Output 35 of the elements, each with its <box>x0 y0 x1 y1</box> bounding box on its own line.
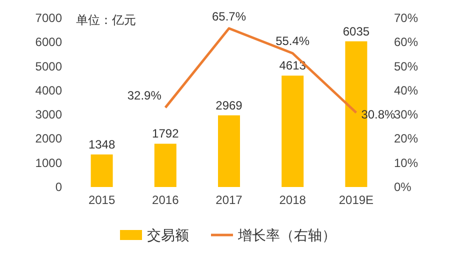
y-tick-label: 0 <box>55 180 62 194</box>
annotation: 单位：亿元 <box>76 13 136 27</box>
data-label: 32.9% <box>127 88 162 103</box>
y2-tick-label: 10% <box>394 156 418 170</box>
y-tick-label: 2000 <box>35 132 62 146</box>
x-tick-label: 2017 <box>216 193 243 207</box>
bar <box>282 76 304 187</box>
y-tick-label: 7000 <box>35 11 62 25</box>
y2-tick-label: 20% <box>394 132 418 146</box>
legend-label: 增长率（右轴） <box>237 227 336 243</box>
y-tick-label: 1000 <box>35 156 62 170</box>
y2-tick-label: 0% <box>394 180 412 194</box>
bar <box>90 154 113 187</box>
y-tick-label: 4000 <box>35 83 62 98</box>
data-label: 55.4% <box>276 34 310 48</box>
y2-tick-label: 40% <box>394 83 418 98</box>
data-label: 1348 <box>88 137 116 152</box>
x-tick-label: 2016 <box>152 193 180 207</box>
x-tick-label: 2018 <box>279 193 306 207</box>
data-label: 65.7% <box>212 9 246 24</box>
data-label: 2969 <box>216 98 243 112</box>
y-tick-label: 3000 <box>35 108 62 122</box>
y2-tick-label: 60% <box>394 35 418 50</box>
y2-tick-label: 70% <box>394 11 418 25</box>
x-tick-label: 2019E <box>338 193 374 207</box>
y2-tick-label: 30% <box>394 108 418 122</box>
x-tick-label: 2015 <box>88 193 116 207</box>
bar <box>154 144 176 187</box>
y-tick-label: 5000 <box>35 59 62 74</box>
bar <box>218 115 240 187</box>
y-tick-label: 6000 <box>35 35 62 50</box>
y2-tick-label: 50% <box>394 59 418 74</box>
data-label: 6035 <box>342 24 370 38</box>
legend-label: 交易额 <box>147 227 189 243</box>
data-label: 1792 <box>152 126 180 141</box>
